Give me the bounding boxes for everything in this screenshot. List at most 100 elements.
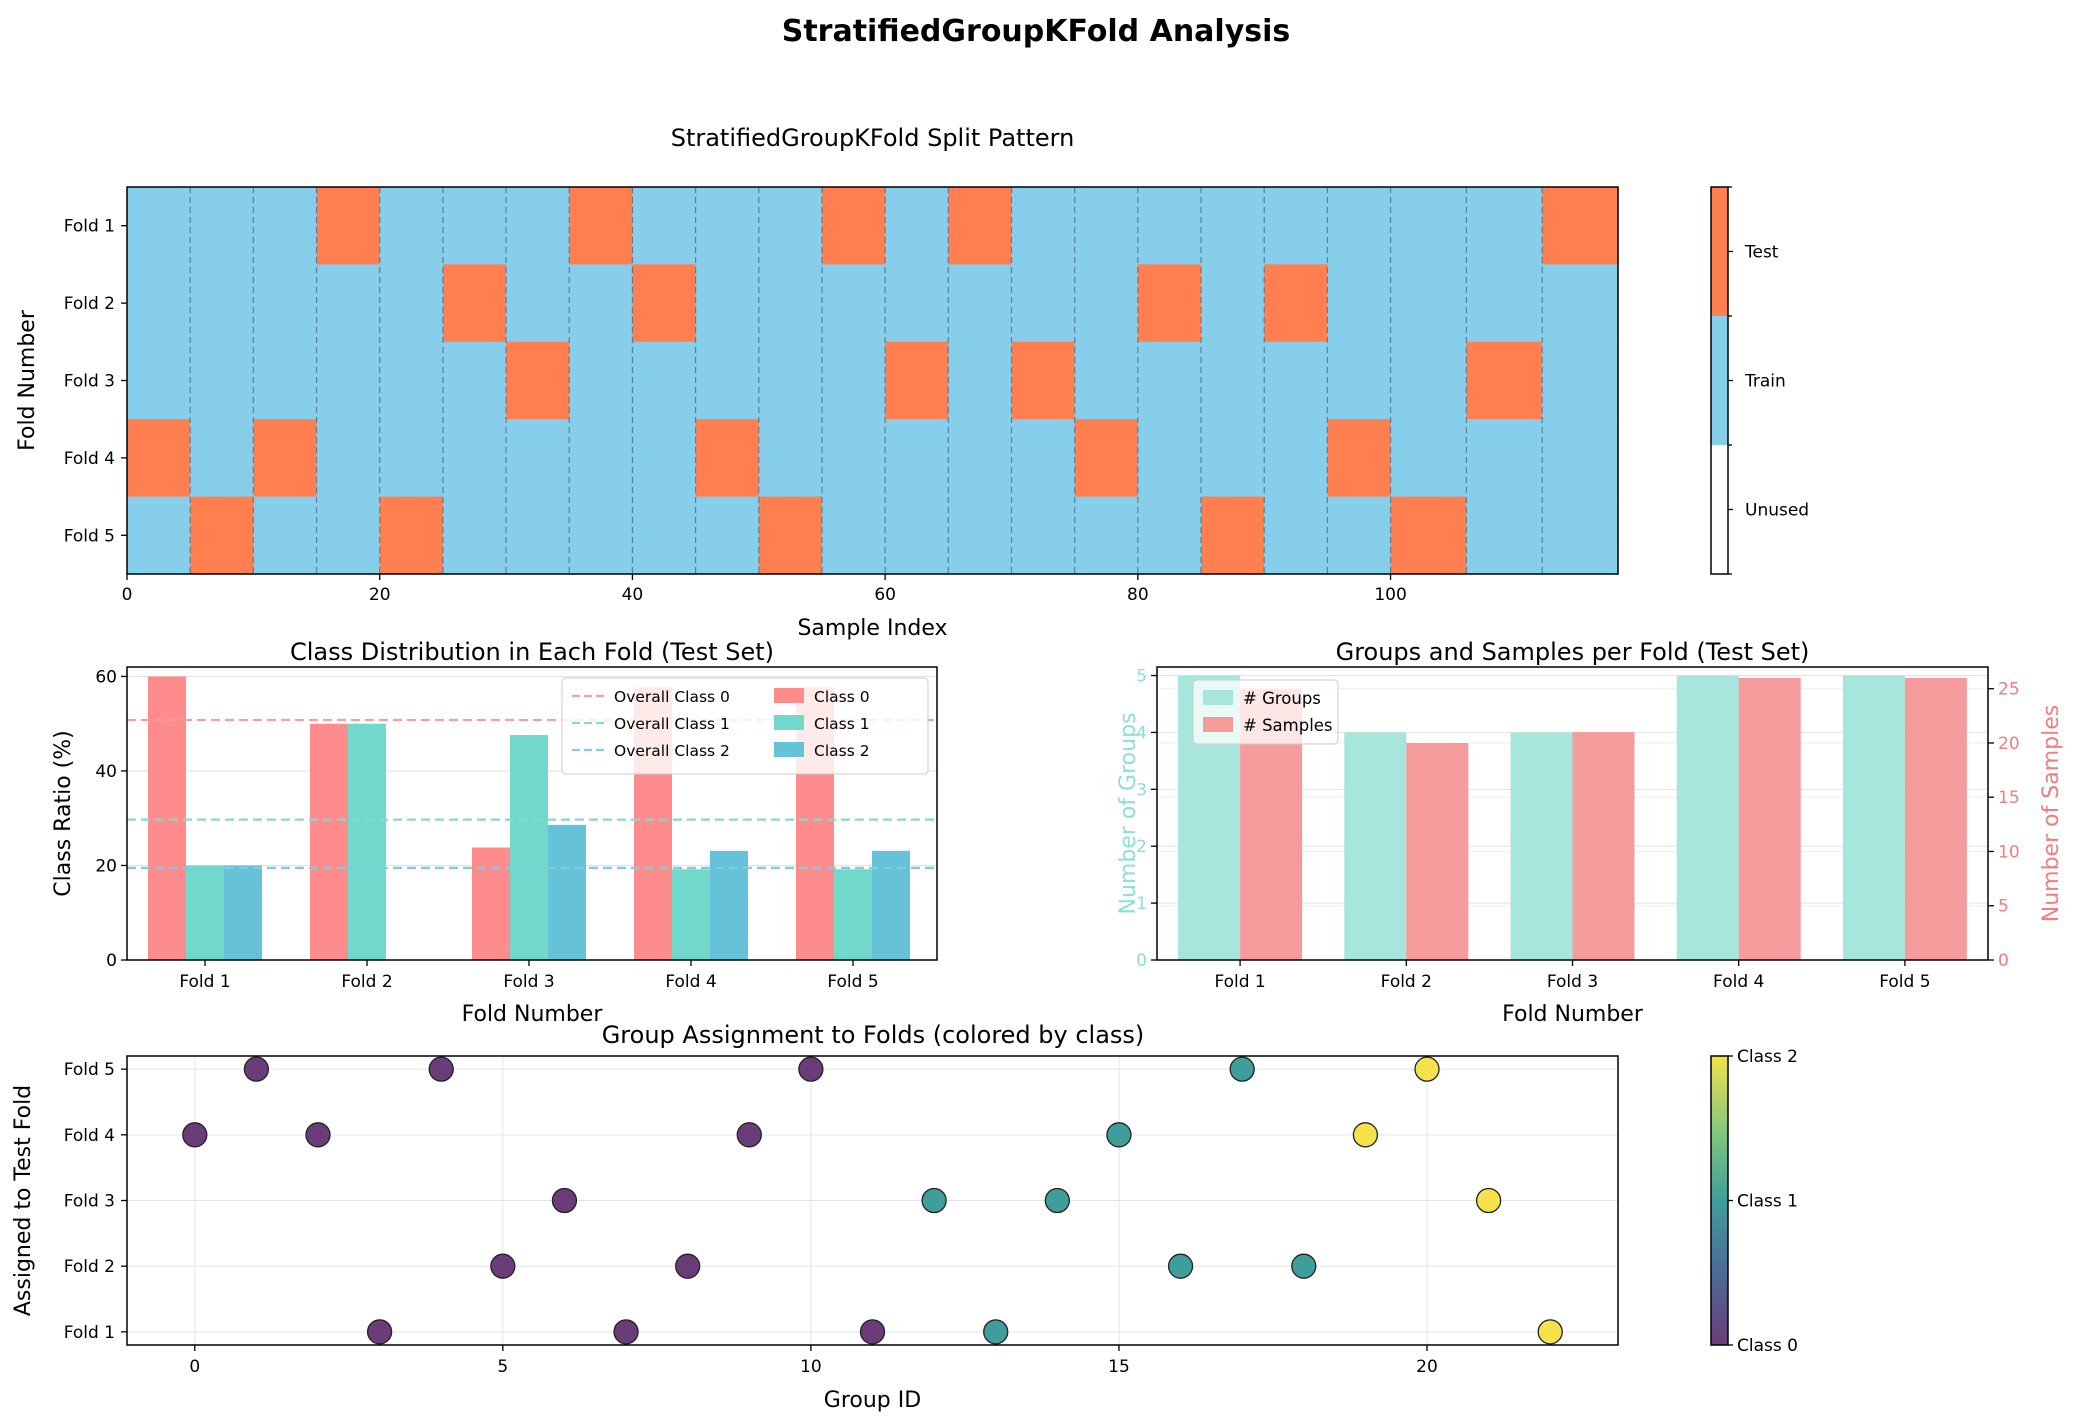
split-cell bbox=[316, 264, 381, 343]
legend-label: Class 1 bbox=[814, 715, 870, 733]
split-cell bbox=[1466, 496, 1543, 575]
class-dist-frame bbox=[126, 666, 938, 961]
legend-label: Class 2 bbox=[814, 742, 870, 760]
split-cell bbox=[1542, 187, 1619, 265]
split-cell bbox=[885, 341, 949, 420]
split-cell bbox=[821, 264, 886, 343]
bar-class-0 bbox=[310, 723, 348, 960]
split-cell bbox=[1201, 341, 1265, 420]
split-cell bbox=[1542, 419, 1619, 498]
legend-color-swatch bbox=[1203, 690, 1233, 705]
bar-groups bbox=[1842, 675, 1905, 960]
split-cell bbox=[948, 419, 1013, 498]
y-tick-label: 3 bbox=[1136, 780, 1147, 800]
group-point bbox=[243, 1056, 270, 1082]
split-cell bbox=[569, 496, 634, 575]
split-cell bbox=[1011, 496, 1076, 575]
split-cell bbox=[758, 264, 823, 343]
x-tick-label: Fold 1 bbox=[1214, 972, 1265, 992]
y-tick-label: 40 bbox=[95, 762, 117, 782]
bar-groups bbox=[1344, 732, 1407, 960]
split-cell bbox=[442, 341, 507, 420]
split-cell bbox=[695, 341, 760, 420]
split-cell bbox=[1466, 264, 1543, 343]
split-cell bbox=[127, 419, 191, 498]
group-point bbox=[613, 1319, 639, 1345]
split-cell bbox=[506, 419, 570, 498]
legend-label: # Samples bbox=[1243, 716, 1333, 735]
split-cell bbox=[379, 496, 444, 575]
colorbar-segment bbox=[1711, 316, 1728, 445]
split-ylabel: Fold Number bbox=[15, 309, 40, 451]
split-cell bbox=[379, 341, 444, 420]
x-tick-label: 0 bbox=[189, 1357, 200, 1377]
groups-ylabel: Number of Groups bbox=[1116, 712, 1141, 914]
split-cell bbox=[758, 341, 823, 420]
split-cell bbox=[442, 496, 507, 575]
figure-suptitle: StratifiedGroupKFold Analysis bbox=[782, 14, 1291, 49]
split-cell bbox=[1327, 419, 1392, 498]
x-tick-label: 20 bbox=[1416, 1357, 1438, 1377]
y-right-tick-label: 15 bbox=[1998, 788, 2020, 808]
x-tick-label: Fold 5 bbox=[827, 972, 878, 992]
bar-samples bbox=[1738, 677, 1801, 960]
split-cell bbox=[190, 341, 254, 420]
groups-samples-xlabel: Fold Number bbox=[1502, 1002, 1644, 1027]
group-point bbox=[1352, 1122, 1379, 1148]
split-cell bbox=[1542, 341, 1619, 420]
group-point bbox=[736, 1122, 762, 1148]
bar-class-1 bbox=[348, 723, 386, 960]
split-cell bbox=[695, 264, 760, 343]
split-cell bbox=[190, 419, 254, 498]
split-cell bbox=[948, 496, 1013, 575]
y-tick-label: Fold 1 bbox=[64, 217, 115, 237]
split-cell bbox=[948, 264, 1013, 343]
colorbar-label: Class 1 bbox=[1737, 1192, 1798, 1212]
x-tick-label: 80 bbox=[1127, 585, 1149, 605]
x-tick-label: Fold 2 bbox=[1381, 972, 1432, 992]
colorbar-label: Class 0 bbox=[1737, 1336, 1798, 1356]
split-cell bbox=[1201, 419, 1265, 498]
y-tick-label: 0 bbox=[1136, 951, 1147, 971]
split-cell bbox=[1466, 341, 1543, 420]
colorbar-fill bbox=[1711, 1056, 1728, 1345]
split-cell bbox=[316, 496, 381, 575]
split-cell bbox=[379, 419, 444, 498]
split-cell bbox=[442, 419, 507, 498]
y-tick-label: 60 bbox=[95, 667, 117, 687]
split-cell bbox=[1074, 496, 1139, 575]
class-distribution-panel: Fold 1 Fold 2 Fold 3 Fold 4 Fold 5 0 20 40 60 Cla… bbox=[51, 638, 938, 1027]
split-cell bbox=[758, 496, 823, 575]
split-cell bbox=[1542, 264, 1619, 343]
split-cell bbox=[1074, 264, 1139, 343]
legend-box bbox=[561, 677, 929, 775]
legend-label: Class 0 bbox=[814, 688, 870, 706]
split-cell bbox=[1327, 264, 1392, 343]
legend-color-swatch bbox=[1203, 717, 1233, 732]
split-cell bbox=[1390, 341, 1467, 420]
x-tick-label: 10 bbox=[800, 1357, 822, 1377]
split-cell bbox=[253, 419, 318, 498]
class-dist-title: Class Distribution in Each Fold (Test Se… bbox=[290, 638, 774, 666]
split-title: StratifiedGroupKFold Split Pattern bbox=[671, 124, 1075, 152]
split-cell bbox=[190, 264, 254, 343]
y-tick-label: Fold 2 bbox=[64, 1257, 115, 1277]
bar-groups bbox=[1676, 675, 1739, 960]
assignment-title: Group Assignment to Folds (colored by cl… bbox=[602, 1021, 1145, 1049]
samples-ylabel: Number of Samples bbox=[2039, 705, 2064, 923]
colorbar-segment bbox=[1711, 445, 1728, 574]
split-cell bbox=[569, 419, 634, 498]
split-cell bbox=[821, 496, 886, 575]
split-cell bbox=[758, 419, 823, 498]
split-cell bbox=[1137, 496, 1202, 575]
class-dist-ylabel: Class Ratio (%) bbox=[51, 730, 76, 896]
split-cell bbox=[127, 264, 191, 343]
y-tick-label: Fold 5 bbox=[64, 1060, 115, 1080]
y-right-tick-label: 25 bbox=[1998, 680, 2020, 700]
group-point bbox=[675, 1253, 701, 1279]
x-tick-label: Fold 2 bbox=[341, 972, 392, 992]
split-cell bbox=[127, 187, 191, 265]
split-cell bbox=[1201, 496, 1265, 575]
split-cell bbox=[1390, 187, 1467, 265]
split-cell bbox=[885, 264, 949, 343]
